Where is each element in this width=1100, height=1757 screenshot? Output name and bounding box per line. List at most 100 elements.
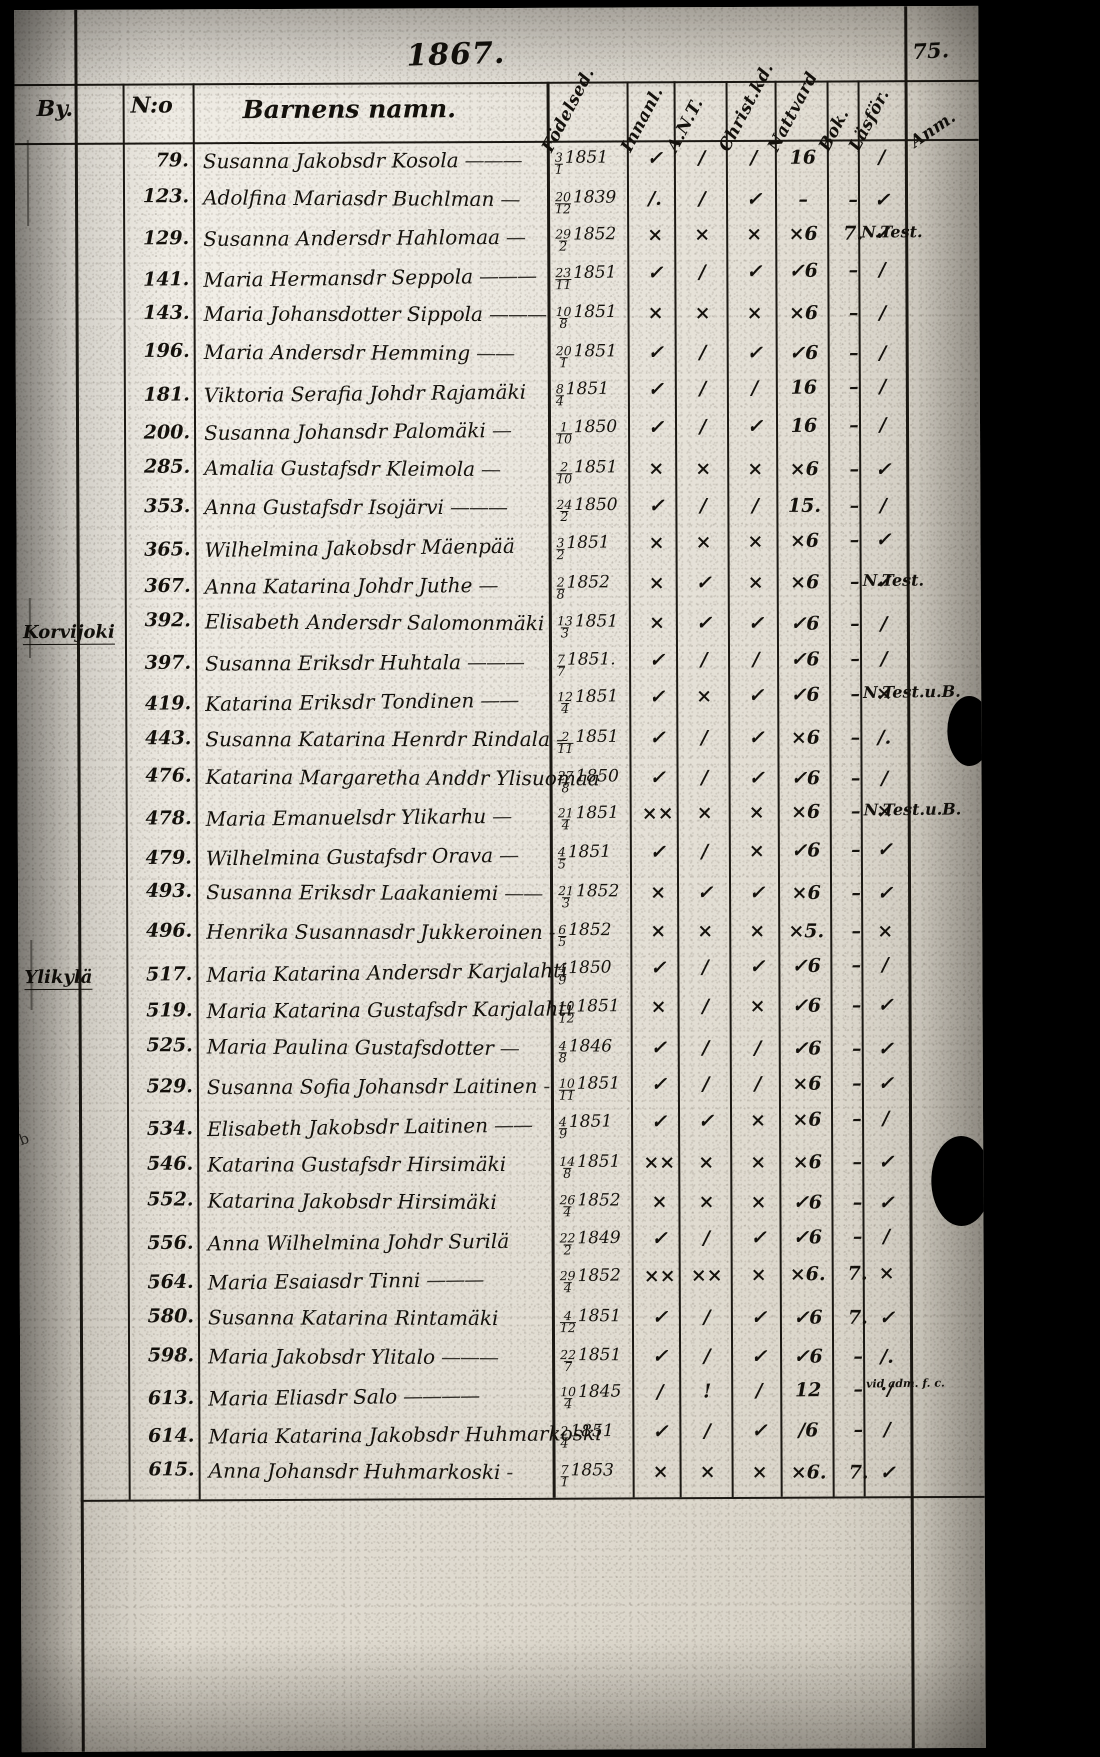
name-filler-dashes: —— <box>493 1112 533 1138</box>
birth-date-fraction: 24 2 <box>556 497 572 524</box>
mark-c3: ✓ <box>747 612 764 635</box>
row-number: 556. <box>147 1231 194 1254</box>
mark-c2: / <box>700 726 708 749</box>
annotation: vid adm. f. c. <box>866 1376 945 1391</box>
mark-c3: × <box>750 1191 767 1214</box>
mark-c2: / <box>702 1073 710 1096</box>
mark-c3: / <box>754 1037 762 1060</box>
child-name-text: Elisabeth Andersdr Salomonmäki <box>204 609 545 636</box>
birth-date-fraction: 10 12 <box>558 999 574 1026</box>
child-name: Maria Andersdr Hemming —— <box>204 340 515 365</box>
birth-year: 1851 <box>576 996 620 1017</box>
birth-date: 10 12 1851 <box>558 996 636 1025</box>
child-name-text: Wilhelmina Jakobsdr Mäenpää <box>204 533 515 563</box>
child-name: Elisabeth Jakobsdr Laitinen —— <box>207 1113 532 1142</box>
birth-month: 1 <box>560 1474 569 1490</box>
child-name: Susanna Jakobsdr Kosola ——— <box>203 148 522 173</box>
name-filler-dashes: - <box>543 1074 550 1099</box>
mark-c4: ✓6 <box>790 612 820 635</box>
birth-date: 4 12 1851 <box>560 1306 638 1335</box>
mark-c3: × <box>749 1109 767 1132</box>
mark-c4: – <box>798 188 808 211</box>
row-number: 141. <box>142 267 190 291</box>
mark-c3: / <box>750 146 758 169</box>
child-name: Susanna Katarina Rintamäki <box>208 1305 505 1330</box>
mark-c4: ✓6 <box>791 954 822 977</box>
birth-date: 13 3 1851 <box>557 611 635 641</box>
row-number: 79. <box>155 149 189 172</box>
child-name: Susanna Johansdr Palomäki — <box>204 418 511 445</box>
mark-c3: ✓ <box>746 415 764 438</box>
child-name-text: Katarina Margaretha Anddr Ylisuomaa <box>205 764 600 790</box>
child-name: Susanna Katarina Henrdr Rindala - <box>205 727 561 751</box>
birth-date: 10 4 1845 <box>560 1381 638 1411</box>
mark-c3: × <box>748 839 765 862</box>
birth-date-fraction: 29 4 <box>560 1268 576 1295</box>
birth-date-fraction: 21 3 <box>558 884 574 911</box>
birth-date: 4 9 1851 <box>559 1111 637 1141</box>
birth-date: 14 8 1851 <box>559 1151 637 1180</box>
mark-c6: / <box>879 375 887 398</box>
row-number: 196. <box>143 339 190 362</box>
child-name-text: Wilhelmina Gustafsdr Orava <box>205 842 494 871</box>
birth-year: 1845 <box>577 1381 622 1403</box>
child-name-text: Amalia Gustafsdr Kleimola <box>204 455 476 481</box>
child-name-text: Susanna Jakobsdr Kosola <box>202 148 459 174</box>
mark-c1: × <box>648 457 665 480</box>
birth-date: 3 2 1851 <box>556 532 634 562</box>
row-number: 397. <box>144 651 192 674</box>
mark-c2: × <box>696 802 713 825</box>
mark-c3: / <box>755 1379 763 1403</box>
child-name: Katarina Eriksdr Tondinen —— <box>205 688 518 716</box>
child-name-text: Maria Paulina Gustafsdotter <box>206 1034 494 1060</box>
birth-month: 5 <box>558 933 567 949</box>
table-row: 123. Adolfina Mariasdr Buchlman — 20 12 1839 /… <box>15 184 979 227</box>
mark-c1: × <box>650 920 667 943</box>
mark-c3: ✓ <box>746 187 763 210</box>
child-name-text: Maria Johansdotter Sippola <box>203 302 483 327</box>
row-number: 496. <box>145 919 193 942</box>
birth-date-fraction: 10 11 <box>559 1076 575 1103</box>
row-number: 534. <box>146 1117 194 1140</box>
child-name-text: Viktoria Serafia Johdr Rajamäki <box>203 379 527 407</box>
mark-c1: × <box>647 302 664 325</box>
birth-date: 12 4 1851 <box>557 687 635 717</box>
child-name-text: Susanna Eriksdr Laakaniemi <box>206 880 499 906</box>
child-name-text: Katarina Eriksdr Tondinen <box>205 688 475 717</box>
mark-c1: × <box>650 881 667 904</box>
birth-date: 1 10 1850 <box>556 417 634 446</box>
mark-c2: / <box>702 1036 710 1059</box>
mark-c2: ×× <box>690 1264 723 1288</box>
mark-c4: ×6 <box>790 570 820 593</box>
mark-c2: / <box>700 648 708 671</box>
mark-c2: × <box>695 531 712 554</box>
annotation: N.Test.u.B. <box>862 682 961 703</box>
mark-c1: × <box>652 1461 669 1484</box>
table-row: 546. Katarina Gustafsdr Hirsimäki 14 8 1851 ×… <box>19 1150 983 1190</box>
birth-month: 7 <box>557 663 566 679</box>
name-filler-dashes: ——— <box>488 302 546 327</box>
mark-c3: ✓ <box>748 726 765 749</box>
child-name-text: Susanna Johansdr Palomäki <box>203 418 486 446</box>
table-row: 285. Amalia Gustafsdr Kleimola — 2 10 1851 × × ×… <box>16 455 980 497</box>
mark-c4: ×5. <box>788 920 825 943</box>
birth-date-fraction: 13 3 <box>557 613 573 640</box>
name-filler-dashes: - <box>506 1460 513 1485</box>
mark-c2: ✓ <box>697 882 714 905</box>
birth-month: 11 <box>555 276 572 292</box>
birth-year: 1839 <box>572 186 617 208</box>
birth-year: 1851. <box>566 649 616 670</box>
mark-c1: ✓ <box>648 495 665 518</box>
row-number: 392. <box>144 609 192 632</box>
mark-c6: ✓ <box>876 838 893 861</box>
name-filler-dashes: — <box>500 186 520 211</box>
mark-c1: ✓ <box>650 1110 668 1133</box>
child-name: Katarina Gustafsdr Hirsimäki <box>207 1152 512 1177</box>
table-row: 614. Maria Katarina Jakobsdr Huhmarkoski 2… <box>20 1418 984 1464</box>
child-name: Adolfina Mariasdr Buchlman — <box>203 185 519 211</box>
